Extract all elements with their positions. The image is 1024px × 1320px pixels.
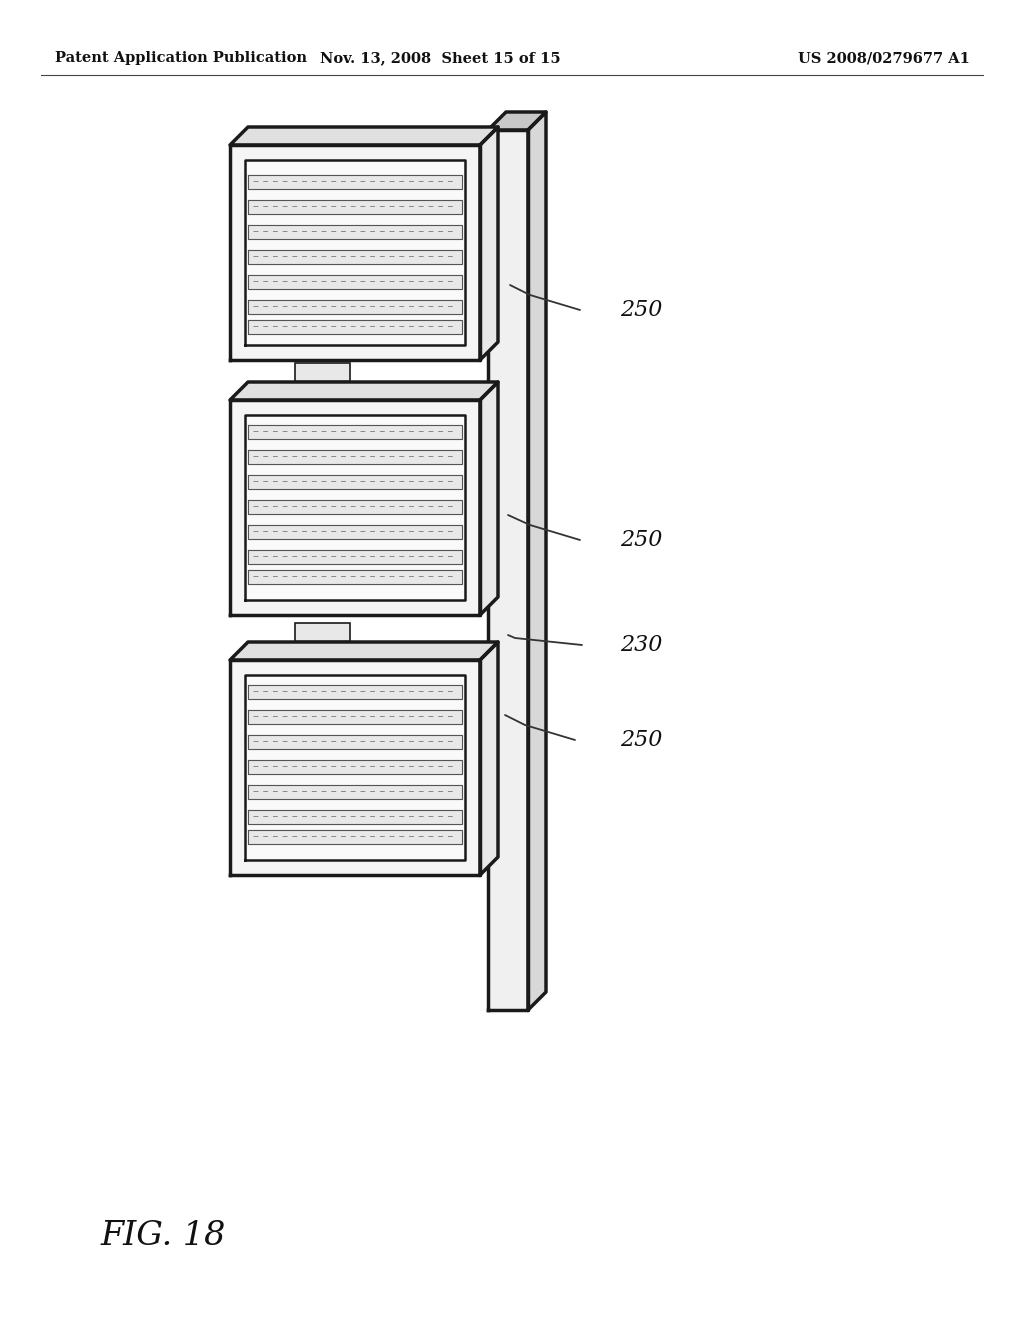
- Polygon shape: [248, 450, 462, 465]
- Text: Patent Application Publication: Patent Application Publication: [55, 51, 307, 65]
- Text: 250: 250: [620, 529, 663, 550]
- Polygon shape: [230, 642, 498, 660]
- Polygon shape: [248, 735, 462, 748]
- Polygon shape: [248, 249, 462, 264]
- Polygon shape: [248, 570, 462, 583]
- Text: 230: 230: [620, 634, 663, 656]
- Polygon shape: [230, 660, 480, 875]
- Polygon shape: [248, 275, 462, 289]
- Polygon shape: [248, 201, 462, 214]
- Polygon shape: [480, 127, 498, 360]
- Polygon shape: [248, 176, 462, 189]
- Polygon shape: [248, 525, 462, 539]
- Polygon shape: [480, 381, 498, 615]
- Polygon shape: [248, 224, 462, 239]
- Polygon shape: [248, 475, 462, 488]
- Polygon shape: [230, 400, 480, 615]
- Polygon shape: [248, 425, 462, 440]
- Polygon shape: [528, 112, 546, 1010]
- Polygon shape: [248, 710, 462, 723]
- Polygon shape: [248, 785, 462, 799]
- Polygon shape: [248, 550, 462, 564]
- Polygon shape: [248, 319, 462, 334]
- Polygon shape: [230, 145, 480, 360]
- Bar: [295, 623, 350, 642]
- Text: Nov. 13, 2008  Sheet 15 of 15: Nov. 13, 2008 Sheet 15 of 15: [319, 51, 560, 65]
- Text: 250: 250: [620, 300, 663, 321]
- Polygon shape: [230, 381, 498, 400]
- Text: US 2008/0279677 A1: US 2008/0279677 A1: [798, 51, 970, 65]
- Polygon shape: [248, 500, 462, 513]
- Polygon shape: [248, 810, 462, 824]
- Polygon shape: [245, 160, 465, 345]
- Polygon shape: [480, 642, 498, 875]
- Text: FIG. 18: FIG. 18: [100, 1220, 225, 1251]
- Bar: [295, 363, 350, 381]
- Polygon shape: [248, 760, 462, 774]
- Polygon shape: [248, 830, 462, 843]
- Text: 250: 250: [620, 729, 663, 751]
- Polygon shape: [488, 112, 546, 129]
- Polygon shape: [245, 675, 465, 861]
- Polygon shape: [230, 127, 498, 145]
- Polygon shape: [248, 685, 462, 700]
- Polygon shape: [488, 129, 528, 1010]
- Polygon shape: [248, 300, 462, 314]
- Polygon shape: [245, 414, 465, 601]
